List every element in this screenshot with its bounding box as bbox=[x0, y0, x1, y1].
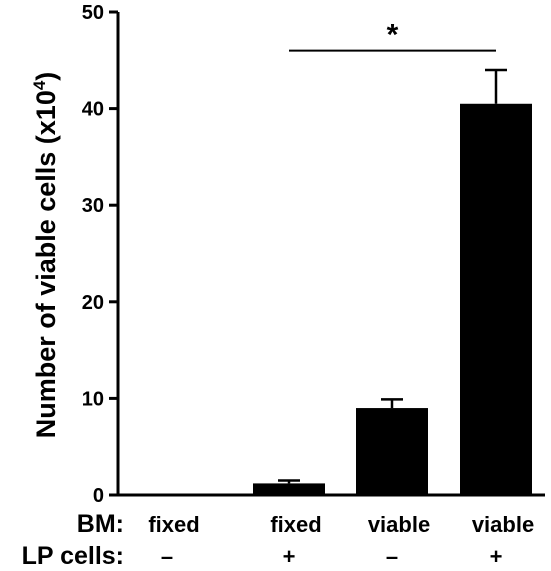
y-tick-label: 20 bbox=[82, 292, 104, 314]
y-tick-label: 40 bbox=[82, 99, 104, 121]
condition-value: viable bbox=[472, 512, 534, 537]
y-axis-title-superscript: 4 bbox=[30, 80, 49, 90]
condition-value: + bbox=[283, 544, 296, 569]
y-tick-label: 50 bbox=[82, 2, 104, 24]
bar bbox=[460, 103, 532, 496]
bar bbox=[253, 483, 325, 495]
condition-value: viable bbox=[368, 512, 430, 537]
condition-value: + bbox=[490, 544, 503, 569]
significance-star: * bbox=[387, 19, 399, 52]
condition-value: – bbox=[161, 544, 173, 569]
y-axis-title-text: Number of viable cells (x10 bbox=[31, 90, 61, 438]
y-tick-label: 10 bbox=[82, 388, 104, 410]
y-tick-label: 30 bbox=[82, 195, 104, 217]
condition-labels: BM: fixed fixed viable viable LP cells: – + – + bbox=[22, 510, 535, 570]
plot-area: 0 10 20 30 40 50 * bbox=[82, 2, 545, 507]
condition-value: fixed bbox=[270, 512, 321, 537]
condition-row-label: LP cells: bbox=[22, 542, 124, 570]
bar bbox=[356, 408, 428, 495]
condition-row-label: BM: bbox=[77, 510, 124, 538]
y-axis-title: Number of viable cells (x104) bbox=[30, 72, 61, 439]
y-axis-title-close: ) bbox=[31, 72, 61, 81]
condition-value: – bbox=[386, 544, 398, 569]
condition-value: fixed bbox=[148, 512, 199, 537]
y-tick-label: 0 bbox=[93, 485, 104, 507]
